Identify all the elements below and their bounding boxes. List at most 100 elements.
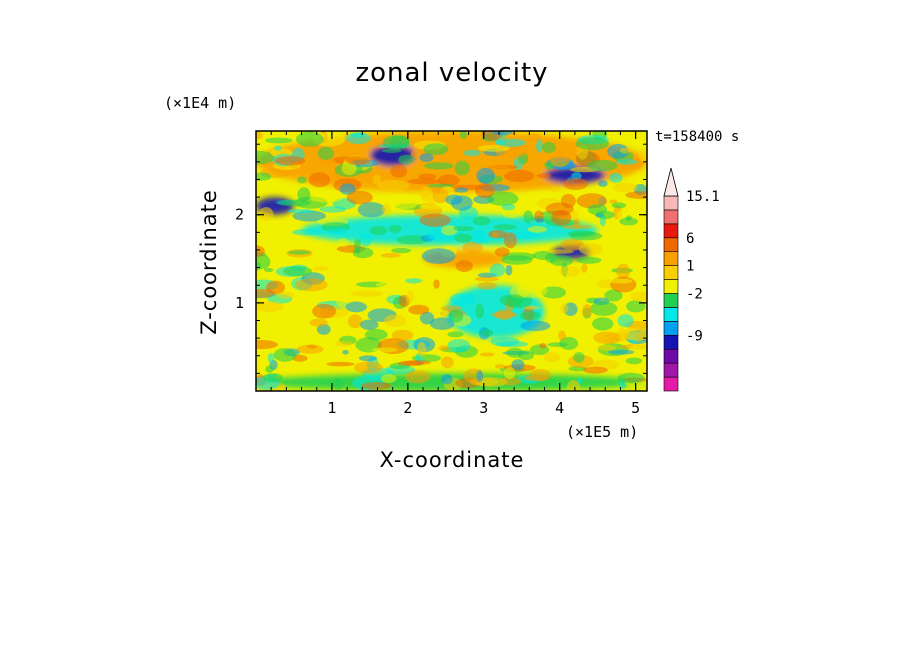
field-texture	[638, 148, 647, 163]
field-texture	[391, 329, 414, 341]
field-texture	[419, 213, 451, 227]
field-texture	[354, 361, 383, 374]
field-texture	[501, 203, 516, 211]
field-texture	[604, 289, 623, 302]
field-texture	[339, 183, 356, 195]
field-texture	[576, 256, 602, 264]
field-texture	[609, 172, 623, 183]
field-texture	[551, 209, 572, 226]
field-texture	[560, 238, 585, 251]
field-texture	[619, 217, 638, 226]
field-texture	[499, 294, 525, 307]
field-texture	[607, 143, 629, 159]
colorbar-label: -9	[686, 328, 703, 344]
field-texture	[405, 278, 423, 284]
field-texture	[506, 347, 524, 358]
colorbar-label: 6	[686, 231, 694, 247]
colorbar-level	[663, 307, 679, 322]
field-texture	[384, 314, 407, 327]
field-texture	[494, 139, 507, 145]
field-texture	[592, 317, 614, 331]
colorbar-level	[663, 279, 679, 294]
field-texture	[447, 331, 464, 338]
field-texture	[345, 156, 371, 165]
colorbar-level	[663, 265, 679, 280]
field-texture	[405, 370, 431, 384]
field-texture	[593, 331, 622, 345]
field-texture	[479, 352, 495, 357]
field-texture	[419, 311, 435, 325]
field-texture	[292, 229, 323, 236]
colorbar-level	[663, 321, 679, 336]
field-texture	[441, 373, 453, 385]
field-texture	[523, 210, 534, 224]
field-texture	[600, 249, 612, 259]
field-texture	[587, 159, 618, 172]
field-texture	[296, 131, 324, 147]
field-texture	[619, 147, 631, 154]
colorbar-level	[663, 223, 679, 239]
field-texture	[390, 164, 408, 178]
field-texture	[482, 235, 489, 244]
axes: 1 2 3 4 5 1 2	[235, 131, 647, 417]
field-texture	[511, 359, 525, 370]
field-texture	[397, 360, 424, 367]
field-texture	[558, 330, 566, 341]
field-texture	[310, 193, 343, 203]
field-texture	[495, 309, 514, 321]
x-tick-label: 5	[631, 399, 640, 417]
field-texture	[476, 167, 495, 184]
colorbar-label: 1	[686, 259, 694, 275]
field-texture	[494, 364, 507, 369]
field-texture	[520, 320, 551, 332]
field-texture	[419, 153, 434, 163]
field-texture	[541, 286, 566, 299]
field-texture	[421, 248, 456, 264]
field-texture	[590, 301, 618, 316]
field-texture	[503, 169, 535, 183]
field-texture	[598, 180, 608, 187]
field-texture	[454, 160, 470, 176]
field-texture	[573, 352, 585, 363]
field-texture	[265, 365, 274, 373]
field-texture	[274, 145, 283, 151]
field-texture	[438, 345, 450, 351]
field-texture	[345, 301, 367, 313]
x-tick-label: 2	[403, 399, 412, 417]
field-texture	[474, 276, 500, 282]
field-texture	[424, 288, 438, 299]
field-texture	[616, 158, 638, 165]
field-texture	[625, 215, 632, 221]
field-texture	[380, 374, 397, 383]
field-texture	[256, 245, 265, 258]
field-texture	[256, 150, 275, 165]
field-texture	[263, 373, 283, 382]
field-texture	[347, 314, 363, 329]
field-texture	[294, 278, 328, 292]
colorbar-label: 15.1	[686, 189, 720, 205]
field-texture	[256, 172, 272, 181]
field-texture	[396, 235, 429, 245]
field-texture	[536, 173, 551, 179]
field-texture	[334, 340, 353, 347]
field-texture	[582, 304, 592, 318]
colorbar: 15.1 6 1 -2 -9	[663, 167, 720, 392]
x-exponent-label: (×1E5 m)	[566, 423, 639, 441]
colorbar-level	[663, 334, 679, 350]
field-texture	[358, 355, 378, 362]
field-texture	[519, 311, 541, 321]
field-texture	[489, 263, 506, 277]
field-texture	[407, 178, 442, 185]
field-texture	[342, 349, 349, 355]
field-texture	[503, 367, 516, 380]
field-texture	[420, 190, 430, 199]
field-texture	[346, 132, 371, 145]
colorbar-extend-arrow	[663, 167, 679, 197]
field-texture	[627, 131, 647, 137]
field-texture	[571, 172, 582, 180]
field-texture	[319, 206, 347, 213]
field-texture	[429, 317, 455, 330]
field-texture	[317, 146, 335, 160]
y-tick-label: 2	[235, 206, 244, 224]
field-texture	[609, 278, 633, 284]
